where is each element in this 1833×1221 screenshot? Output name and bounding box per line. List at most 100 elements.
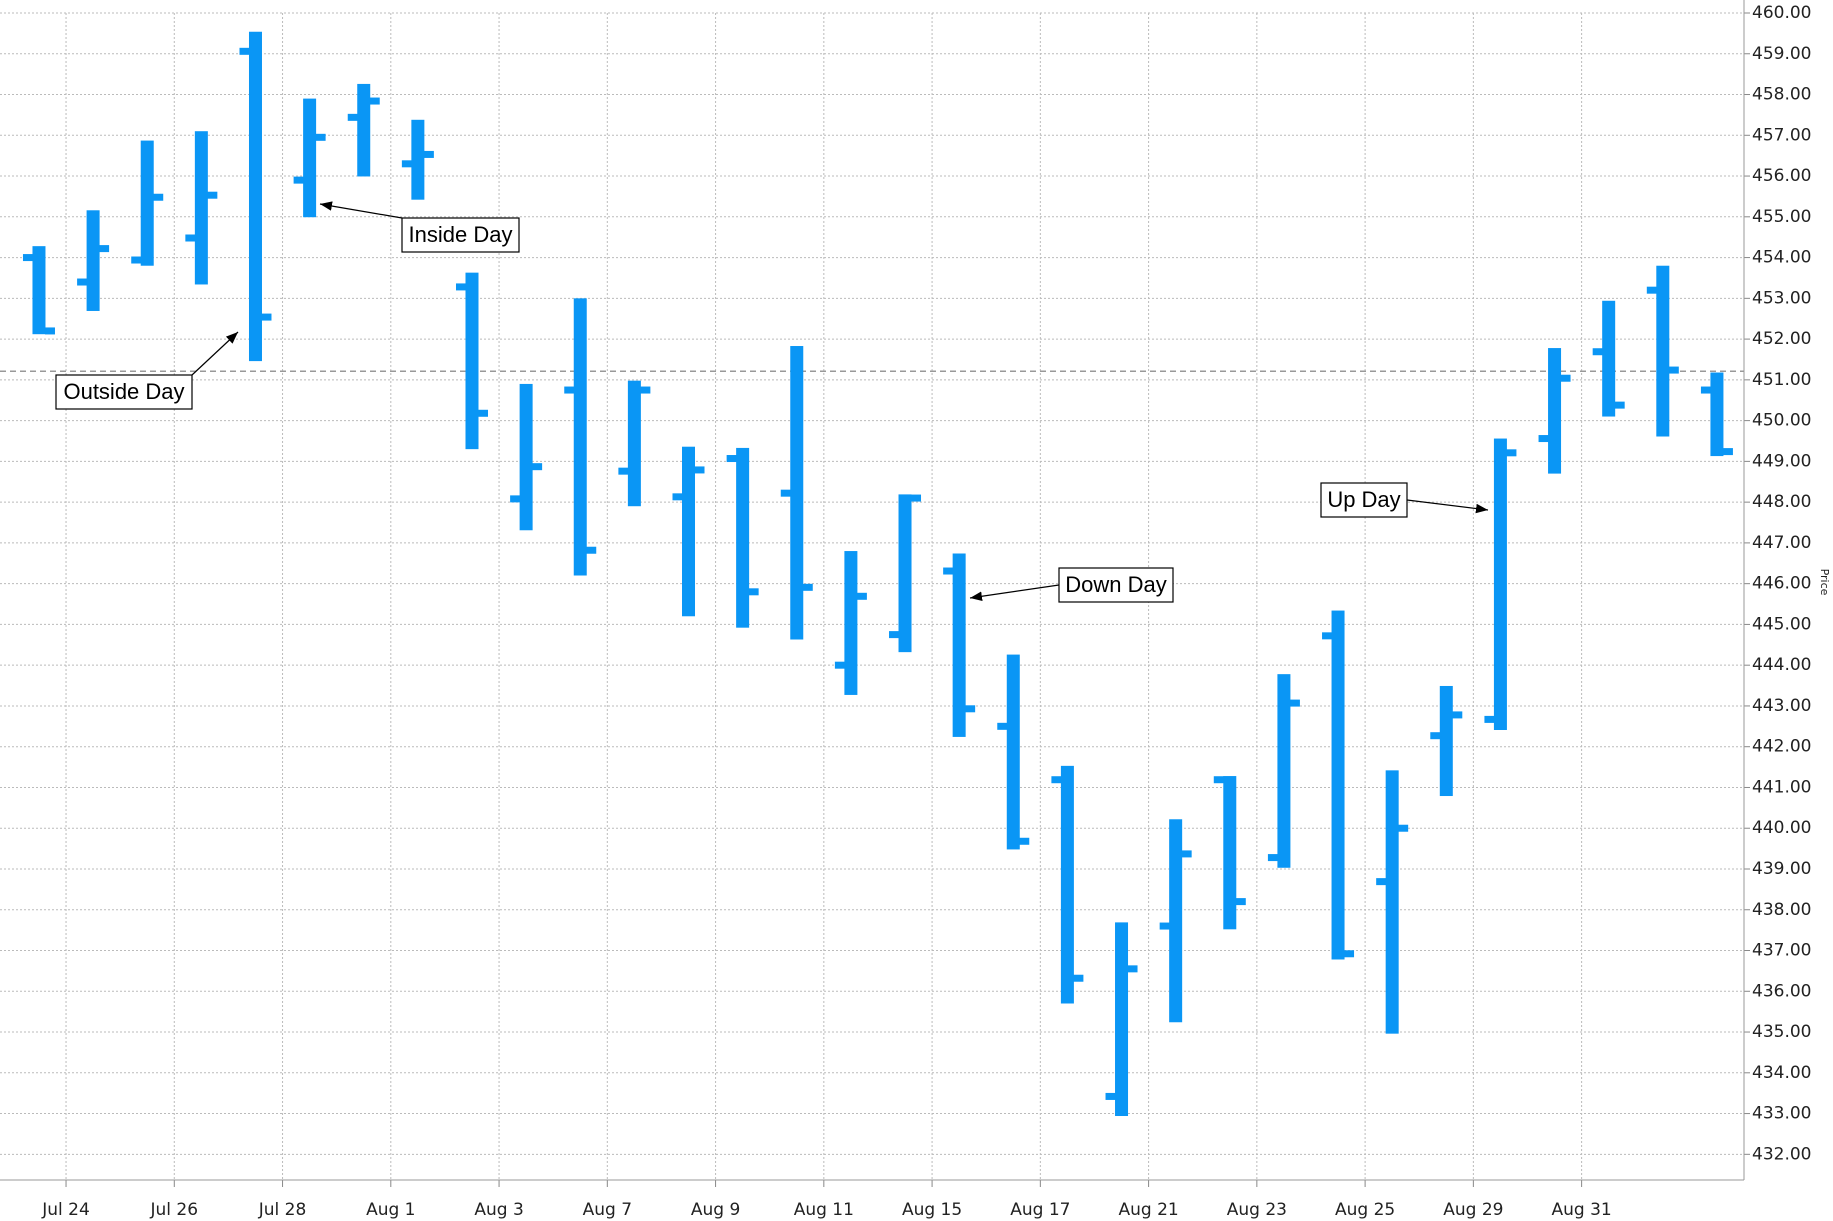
y-tick-label: 432.00	[1752, 1144, 1811, 1164]
x-tick-label: Aug 3	[474, 1200, 523, 1220]
open-tick	[347, 113, 358, 121]
y-tick-label: 457.00	[1752, 125, 1811, 145]
ohlc-bar	[682, 446, 696, 617]
ohlc-bar	[32, 246, 46, 335]
close-tick	[802, 583, 813, 591]
close-tick	[477, 409, 488, 417]
y-tick-label: 449.00	[1752, 451, 1811, 471]
x-tick-label: Aug 15	[902, 1200, 962, 1220]
annotation-arrow	[319, 201, 403, 219]
ohlc-bar	[1656, 265, 1670, 437]
ohlc-bar	[952, 553, 966, 737]
ohlc-bar	[1115, 922, 1129, 1117]
open-tick	[1376, 878, 1387, 886]
y-tick-label: 433.00	[1752, 1104, 1811, 1124]
close-tick	[1398, 824, 1409, 832]
ohlc-bar	[411, 119, 425, 200]
open-tick	[1213, 776, 1224, 784]
x-tick-label: Aug 9	[691, 1200, 740, 1220]
ohlc-bar	[357, 83, 371, 177]
open-tick	[564, 386, 575, 394]
x-tick-label: Aug 23	[1227, 1200, 1287, 1220]
annotation-box	[401, 217, 520, 253]
ohlc-bar	[465, 272, 479, 450]
close-tick	[965, 705, 976, 713]
ohlc-bar	[627, 380, 641, 507]
close-tick	[1235, 898, 1246, 906]
close-tick	[315, 133, 326, 141]
open-tick	[997, 722, 1008, 730]
open-tick	[1105, 1092, 1116, 1100]
annotation: Outside Day	[63, 379, 184, 404]
ohlc-bar	[573, 298, 587, 576]
x-tick-label: Jul 28	[258, 1200, 307, 1220]
ohlc-bar	[86, 210, 100, 311]
ohlc-bar	[898, 494, 912, 653]
x-tick-label: Aug 1	[366, 1200, 415, 1220]
x-tick-label: Aug 29	[1443, 1200, 1503, 1220]
close-tick	[532, 463, 543, 471]
y-tick-label: 456.00	[1752, 166, 1811, 186]
open-tick	[672, 493, 683, 501]
close-tick	[44, 327, 55, 335]
ohlc-bar	[790, 346, 804, 640]
open-tick	[1267, 854, 1278, 862]
close-tick	[207, 191, 218, 199]
open-tick	[618, 467, 629, 475]
close-tick	[1452, 711, 1463, 719]
ohlc-bar	[1277, 674, 1291, 868]
open-tick	[1322, 632, 1333, 640]
ohlc-bar	[1602, 300, 1616, 417]
ohlc-bar	[1060, 765, 1074, 1004]
close-tick	[1560, 374, 1571, 382]
close-tick	[261, 313, 272, 321]
open-tick	[1592, 348, 1603, 356]
ohlc-bar	[194, 131, 208, 285]
y-tick-label: 435.00	[1752, 1022, 1811, 1042]
x-tick-label: Jul 24	[41, 1200, 90, 1220]
y-tick-label: 452.00	[1752, 329, 1811, 349]
y-tick-label: 441.00	[1752, 777, 1811, 797]
y-tick-label: 448.00	[1752, 492, 1811, 512]
ohlc-bar	[248, 31, 262, 362]
close-tick	[1073, 974, 1084, 982]
close-tick	[1344, 950, 1355, 958]
x-tick-label: Jul 26	[150, 1200, 199, 1220]
ohlc-bar	[1710, 372, 1724, 457]
annotation-box	[1058, 567, 1174, 603]
open-tick	[1700, 386, 1711, 394]
y-tick-label: 438.00	[1752, 900, 1811, 920]
annotation: Up Day	[1327, 487, 1400, 512]
ohlc-bar	[1223, 776, 1237, 930]
open-tick	[77, 278, 88, 286]
annotation-arrow	[1406, 499, 1489, 514]
ohlc-bar	[1331, 610, 1345, 960]
y-tick-label: 454.00	[1752, 248, 1811, 268]
open-tick	[1646, 286, 1657, 294]
annotation-arrow	[191, 331, 239, 376]
open-tick	[185, 234, 196, 242]
x-tick-label: Aug 7	[583, 1200, 632, 1220]
open-tick	[726, 455, 737, 463]
ohlc-bar	[1548, 348, 1562, 474]
x-tick-label: Aug 17	[1010, 1200, 1070, 1220]
close-tick	[1289, 699, 1300, 707]
ohlc-bar	[1006, 654, 1020, 850]
x-tick-label: Aug 25	[1335, 1200, 1395, 1220]
y-tick-label: 447.00	[1752, 533, 1811, 553]
ohlc-bar	[303, 98, 317, 218]
y-tick-label: 436.00	[1752, 981, 1811, 1001]
close-tick	[1722, 448, 1733, 456]
y-tick-label: 434.00	[1752, 1063, 1811, 1083]
y-tick-label: 459.00	[1752, 44, 1811, 64]
y-tick-label: 440.00	[1752, 818, 1811, 838]
y-tick-label: 455.00	[1752, 207, 1811, 227]
y-tick-label: 458.00	[1752, 85, 1811, 105]
x-tick-label: Aug 31	[1551, 1200, 1611, 1220]
open-tick	[943, 567, 954, 575]
ohlc-bar	[1385, 770, 1399, 1034]
open-tick	[1430, 732, 1441, 740]
ohlc-bar	[519, 383, 533, 531]
annotation-box	[55, 374, 193, 410]
